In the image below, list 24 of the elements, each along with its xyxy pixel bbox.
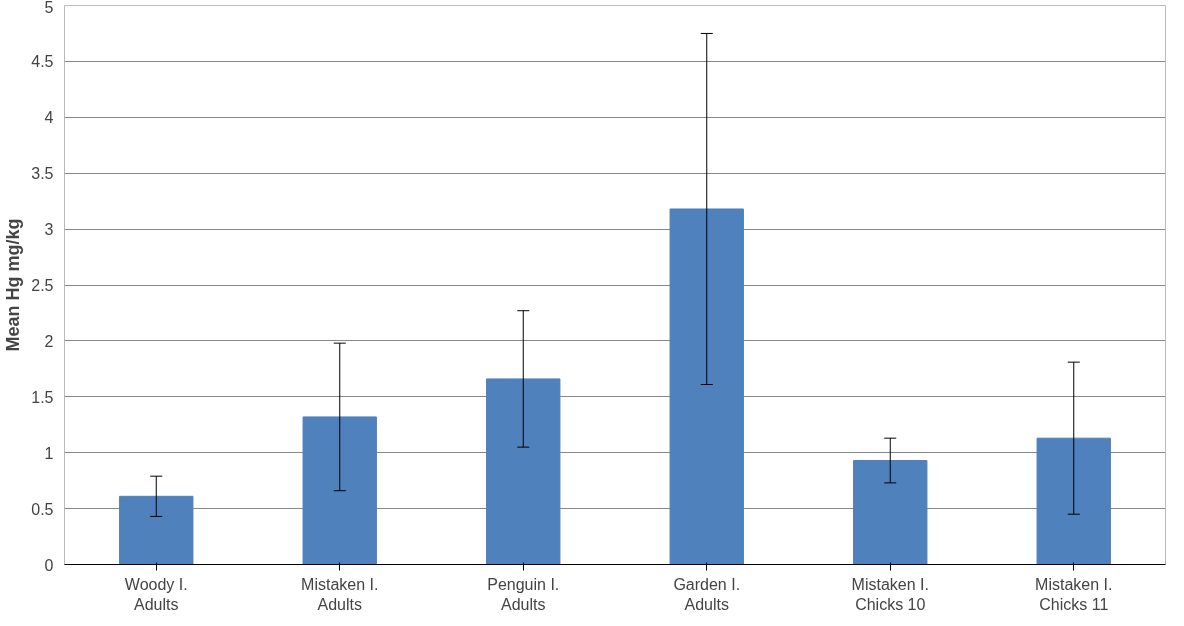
y-tick-label: 1 [44,444,54,462]
y-tick-label: 1.5 [31,388,54,406]
y-tick-label: 2.5 [31,277,54,294]
y-tick-label: 2 [44,332,54,350]
bar [853,460,928,565]
y-tick-label: 3.5 [31,165,54,183]
bar [302,416,377,565]
x-tick-label: Garden I. Adults [673,575,741,613]
y-tick-label: 0 [44,556,54,574]
bar [669,208,744,565]
x-tick-label: Woody I. Adults [124,575,188,613]
x-tick-label: Mistaken I. Chicks 11 [1035,575,1113,613]
y-tick-label: 0.5 [31,500,54,518]
bar [486,378,561,565]
y-tick-label: 4 [44,109,54,127]
y-axis-title: Mean Hg mg/kg [3,218,24,352]
bar [1036,437,1111,565]
x-tick-label: Mistaken I. Adults [301,575,379,613]
x-tick-label: Mistaken I. Chicks 10 [851,575,929,613]
y-tick-label: 3 [44,221,54,239]
bar [119,495,194,565]
x-tick-label: Penguin I. Adults [487,575,560,613]
y-tick-label: 4.5 [31,53,54,71]
y-tick-label: 5 [44,0,54,16]
